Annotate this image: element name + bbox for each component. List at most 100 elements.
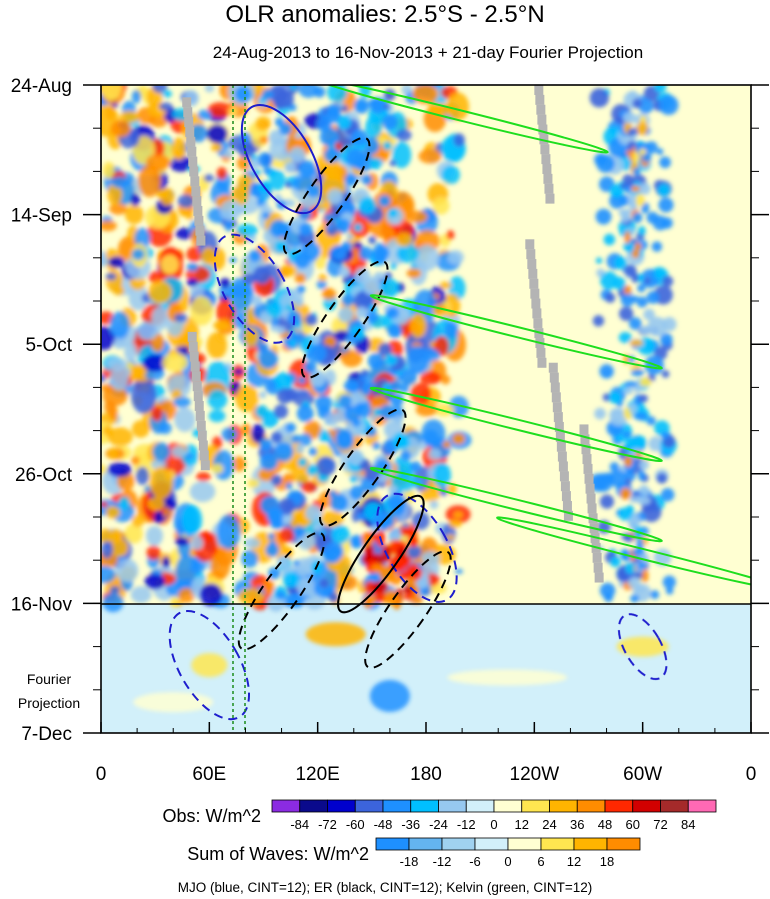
anomaly-blob <box>197 109 212 121</box>
waves-colorbar: -18 -12 -6 0 6 12 18 <box>375 837 641 869</box>
colorbar-label: -36 <box>401 817 420 832</box>
anomaly-blob <box>170 595 179 608</box>
colorbar-label: -72 <box>318 817 337 832</box>
band-blob <box>631 272 639 284</box>
anomaly-blob <box>109 311 130 339</box>
band-blob <box>637 562 647 570</box>
anomaly-blob <box>129 275 146 291</box>
anomaly-blob <box>410 382 432 406</box>
projection-blob <box>191 653 228 678</box>
missing-data-cell <box>195 225 205 236</box>
colorbar-label: -24 <box>429 817 448 832</box>
anomaly-blob <box>130 193 141 207</box>
anomaly-blob <box>439 281 452 290</box>
band-blob <box>296 405 314 423</box>
band-blob <box>338 394 352 408</box>
colorbar-label: 12 <box>515 817 529 832</box>
band-blob <box>594 407 606 420</box>
missing-data-cell <box>594 572 604 583</box>
warm-spot-blob <box>364 542 374 561</box>
anomaly-blob <box>171 137 187 160</box>
anomaly-blob <box>199 583 223 607</box>
band-blob <box>629 90 637 101</box>
anomaly-blob <box>207 389 228 410</box>
anomaly-blob <box>169 155 193 172</box>
band-blob <box>267 533 275 541</box>
band-blob <box>620 487 632 500</box>
band-blob <box>316 116 332 132</box>
er-contour <box>319 408 407 527</box>
missing-data-cell <box>585 483 595 494</box>
x-tick-label: 180 <box>410 764 442 785</box>
anomaly-blob <box>257 468 276 482</box>
band-blob <box>275 89 294 109</box>
band-blob <box>623 387 634 395</box>
mjo-contour <box>240 103 323 215</box>
band-blob <box>619 306 634 321</box>
anomaly-blob <box>231 456 246 472</box>
band-blob <box>330 525 350 544</box>
anomaly-blob <box>321 288 337 300</box>
band-blob <box>656 148 664 156</box>
missing-data-cell <box>536 104 546 115</box>
band-blob <box>400 450 412 462</box>
band-blob <box>269 381 277 389</box>
band-blob <box>392 432 410 450</box>
band-blob <box>600 271 618 290</box>
x-tick-label: 0 <box>96 764 107 785</box>
missing-data-cell <box>196 420 206 431</box>
anomaly-blob <box>418 148 442 164</box>
anomaly-blob <box>217 514 241 550</box>
band-blob <box>318 430 331 443</box>
band-blob <box>599 494 615 509</box>
band-blob <box>629 339 644 347</box>
band-blob <box>634 242 642 251</box>
x-tick-label: 0 <box>746 764 757 785</box>
anomaly-blob <box>316 279 327 290</box>
anomaly-blob <box>432 196 450 215</box>
band-blob <box>366 426 377 437</box>
missing-data-cell <box>533 318 543 329</box>
anomaly-blob <box>115 558 139 583</box>
colorbar-label: 72 <box>653 817 667 832</box>
colorbar-label: -18 <box>400 854 419 869</box>
band-blob <box>624 380 638 388</box>
band-blob <box>393 416 403 425</box>
anomaly-blob <box>241 423 252 436</box>
missing-data-cell <box>551 392 561 403</box>
band-blob <box>620 293 635 307</box>
anomaly-blob <box>130 586 152 604</box>
band-blob <box>390 262 397 270</box>
missing-data-cell <box>529 278 539 289</box>
band-blob <box>370 382 378 389</box>
anomaly-blob <box>186 262 199 272</box>
contour-legend-note: MJO (blue, CINT=12); ER (black, CINT=12)… <box>178 880 593 895</box>
band-blob <box>304 360 317 374</box>
colorbar-label: -60 <box>346 817 365 832</box>
band-blob <box>278 498 296 516</box>
colorbar-swatch <box>465 799 495 813</box>
band-blob <box>257 152 273 168</box>
band-blob <box>328 592 339 603</box>
band-blob <box>293 525 306 539</box>
band-blob <box>319 578 329 588</box>
colorbar-swatch <box>660 799 689 813</box>
band-blob <box>353 223 362 232</box>
band-blob <box>261 410 279 428</box>
band-blob <box>328 490 337 498</box>
colorbar-swatch <box>327 799 356 813</box>
anomaly-blob <box>390 471 417 493</box>
missing-data-cell <box>185 126 195 137</box>
missing-data-cell <box>190 361 200 372</box>
anomaly-blobs <box>101 85 679 713</box>
y-tick-label: 5-Oct <box>26 335 73 356</box>
band-blob <box>384 353 398 366</box>
band-blob <box>378 342 392 357</box>
anomaly-blob <box>406 345 430 374</box>
band-blob <box>290 85 297 91</box>
anomaly-blob <box>444 321 459 339</box>
warm-spot-blob <box>384 589 398 604</box>
band-blob <box>595 257 603 264</box>
colorbar-swatch <box>540 837 575 851</box>
colorbar-swatch <box>632 799 661 813</box>
